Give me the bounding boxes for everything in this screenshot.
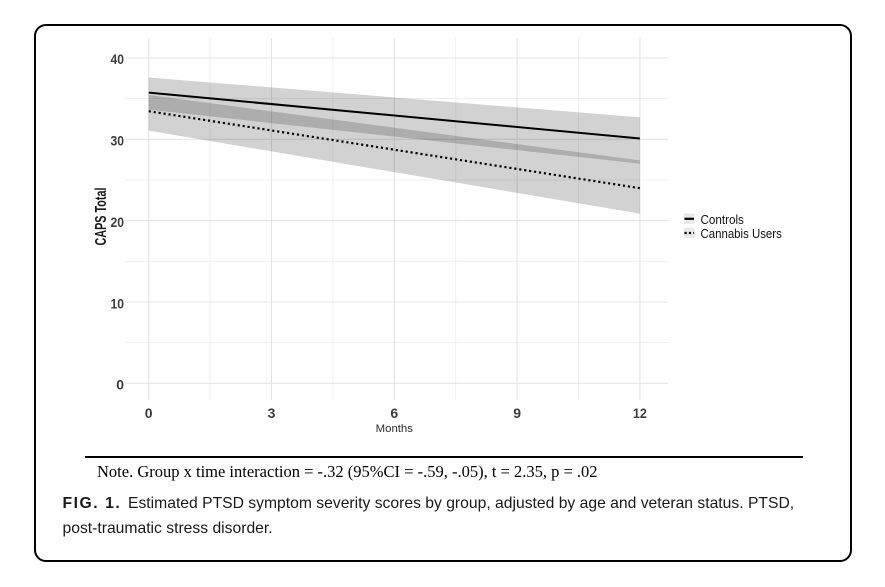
svg-text:6: 6 bbox=[390, 405, 398, 421]
svg-text:40: 40 bbox=[111, 51, 125, 67]
svg-text:0: 0 bbox=[145, 405, 153, 421]
svg-text:Months: Months bbox=[376, 423, 414, 435]
svg-text:10: 10 bbox=[111, 295, 125, 311]
svg-text:Cannabis Users: Cannabis Users bbox=[701, 226, 783, 241]
svg-text:3: 3 bbox=[268, 405, 276, 421]
svg-text:0: 0 bbox=[116, 377, 124, 393]
svg-text:CAPS Total: CAPS Total bbox=[93, 188, 110, 246]
svg-text:30: 30 bbox=[111, 133, 125, 149]
svg-text:Controls: Controls bbox=[701, 212, 745, 227]
svg-text:9: 9 bbox=[513, 405, 521, 421]
svg-text:20: 20 bbox=[111, 214, 125, 230]
svg-text:12: 12 bbox=[633, 405, 647, 421]
